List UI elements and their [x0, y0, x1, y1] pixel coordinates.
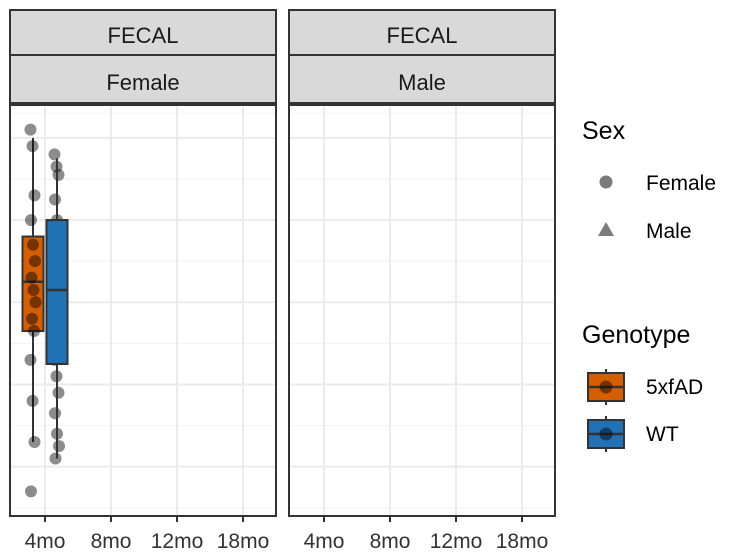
legend-key-wt: [587, 416, 625, 452]
data-point: [48, 148, 61, 161]
x-tick-label: 4mo: [25, 530, 66, 553]
strip-bottom: [9, 54, 277, 104]
data-point: [25, 214, 37, 227]
legend-label-5xfad: 5xfAD: [646, 376, 703, 399]
legend-key-5xfad: [587, 369, 625, 405]
data-point: [26, 312, 38, 325]
x-tick-label: 8mo: [370, 530, 411, 553]
x-tick-label: 4mo: [304, 530, 345, 553]
data-point: [28, 325, 40, 338]
facet-panels: FECAL Female 4mo 8mo 12mo 18mo FECAL Male 4mo 8mo…: [9, 9, 556, 553]
legend: Sex Female Male Genotype 5xfAD WT: [582, 117, 716, 452]
data-point: [52, 386, 65, 399]
data-point: [29, 255, 41, 268]
x-tick-label: 18mo: [496, 530, 549, 553]
legend-key-female-circle-icon: [599, 175, 613, 189]
data-point: [49, 193, 61, 206]
x-tick-label: 12mo: [430, 530, 483, 553]
data-point: [24, 353, 37, 366]
data-point: [29, 296, 42, 309]
x-tick-label: 12mo: [151, 530, 204, 553]
box-4mo-wt: [45, 158, 69, 459]
data-point: [27, 238, 39, 251]
strip-bottom: [288, 54, 556, 104]
panel-border: [9, 104, 277, 517]
data-point: [24, 123, 37, 136]
data-point: [25, 271, 38, 284]
box-body: [45, 219, 69, 365]
data-point: [26, 394, 39, 407]
x-tick-label: 18mo: [217, 530, 270, 553]
data-point: [28, 189, 41, 202]
box-4mo-5xfad: [21, 123, 45, 498]
data-point: [27, 283, 40, 296]
facet-panel-male: FECAL Male 4mo 8mo 12mo 18mo: [288, 9, 556, 553]
strip-bottom-label: Male: [398, 70, 446, 95]
data-point: [49, 452, 62, 465]
data-point: [49, 407, 61, 420]
strip-top: [288, 9, 556, 56]
data-point: [28, 436, 41, 449]
strip-top: [9, 9, 277, 56]
data-point: [52, 168, 65, 181]
facet-panel-female: FECAL Female 4mo 8mo 12mo 18mo: [9, 9, 277, 553]
legend-label-male: Male: [646, 220, 692, 243]
data-point: [25, 485, 37, 498]
panel-border: [288, 104, 556, 517]
strip-bottom-label: Female: [106, 70, 179, 95]
box-body: [21, 235, 45, 333]
legend-label-wt: WT: [646, 423, 679, 446]
legend-label-female: Female: [646, 172, 716, 195]
legend-key-male-triangle-icon: [598, 222, 614, 236]
strip-top-label: FECAL: [108, 23, 179, 48]
x-tick-label: 8mo: [91, 530, 132, 553]
legend-title-sex: Sex: [582, 117, 626, 145]
data-point: [26, 140, 39, 153]
strip-top-label: FECAL: [387, 23, 458, 48]
data-point: [53, 440, 65, 453]
legend-title-genotype: Genotype: [582, 321, 690, 349]
